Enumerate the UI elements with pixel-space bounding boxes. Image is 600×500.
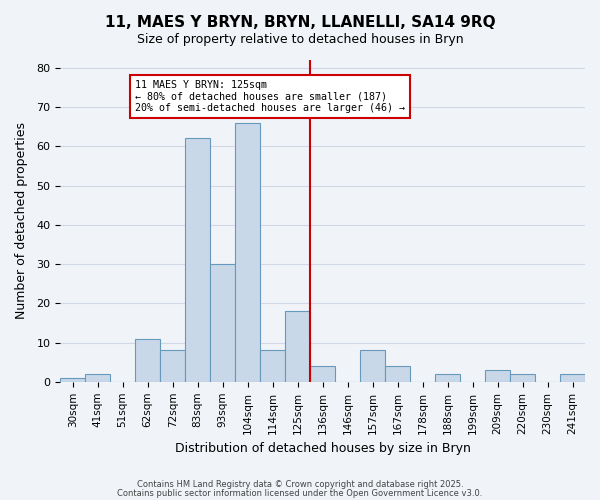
Y-axis label: Number of detached properties: Number of detached properties	[15, 122, 28, 320]
Text: Size of property relative to detached houses in Bryn: Size of property relative to detached ho…	[137, 32, 463, 46]
Bar	[160, 350, 185, 382]
Bar	[60, 378, 85, 382]
Bar	[285, 311, 310, 382]
Bar	[185, 138, 210, 382]
Bar	[360, 350, 385, 382]
Bar	[260, 350, 285, 382]
Bar	[235, 123, 260, 382]
Text: 11, MAES Y BRYN, BRYN, LLANELLI, SA14 9RQ: 11, MAES Y BRYN, BRYN, LLANELLI, SA14 9R…	[104, 15, 496, 30]
Bar	[385, 366, 410, 382]
Text: 11 MAES Y BRYN: 125sqm
← 80% of detached houses are smaller (187)
20% of semi-de: 11 MAES Y BRYN: 125sqm ← 80% of detached…	[135, 80, 405, 113]
Text: Contains public sector information licensed under the Open Government Licence v3: Contains public sector information licen…	[118, 488, 482, 498]
Bar	[510, 374, 535, 382]
Bar	[85, 374, 110, 382]
Bar	[135, 338, 160, 382]
Bar	[560, 374, 585, 382]
Bar	[310, 366, 335, 382]
Bar	[435, 374, 460, 382]
X-axis label: Distribution of detached houses by size in Bryn: Distribution of detached houses by size …	[175, 442, 470, 455]
Text: Contains HM Land Registry data © Crown copyright and database right 2025.: Contains HM Land Registry data © Crown c…	[137, 480, 463, 489]
Bar	[485, 370, 510, 382]
Bar	[210, 264, 235, 382]
